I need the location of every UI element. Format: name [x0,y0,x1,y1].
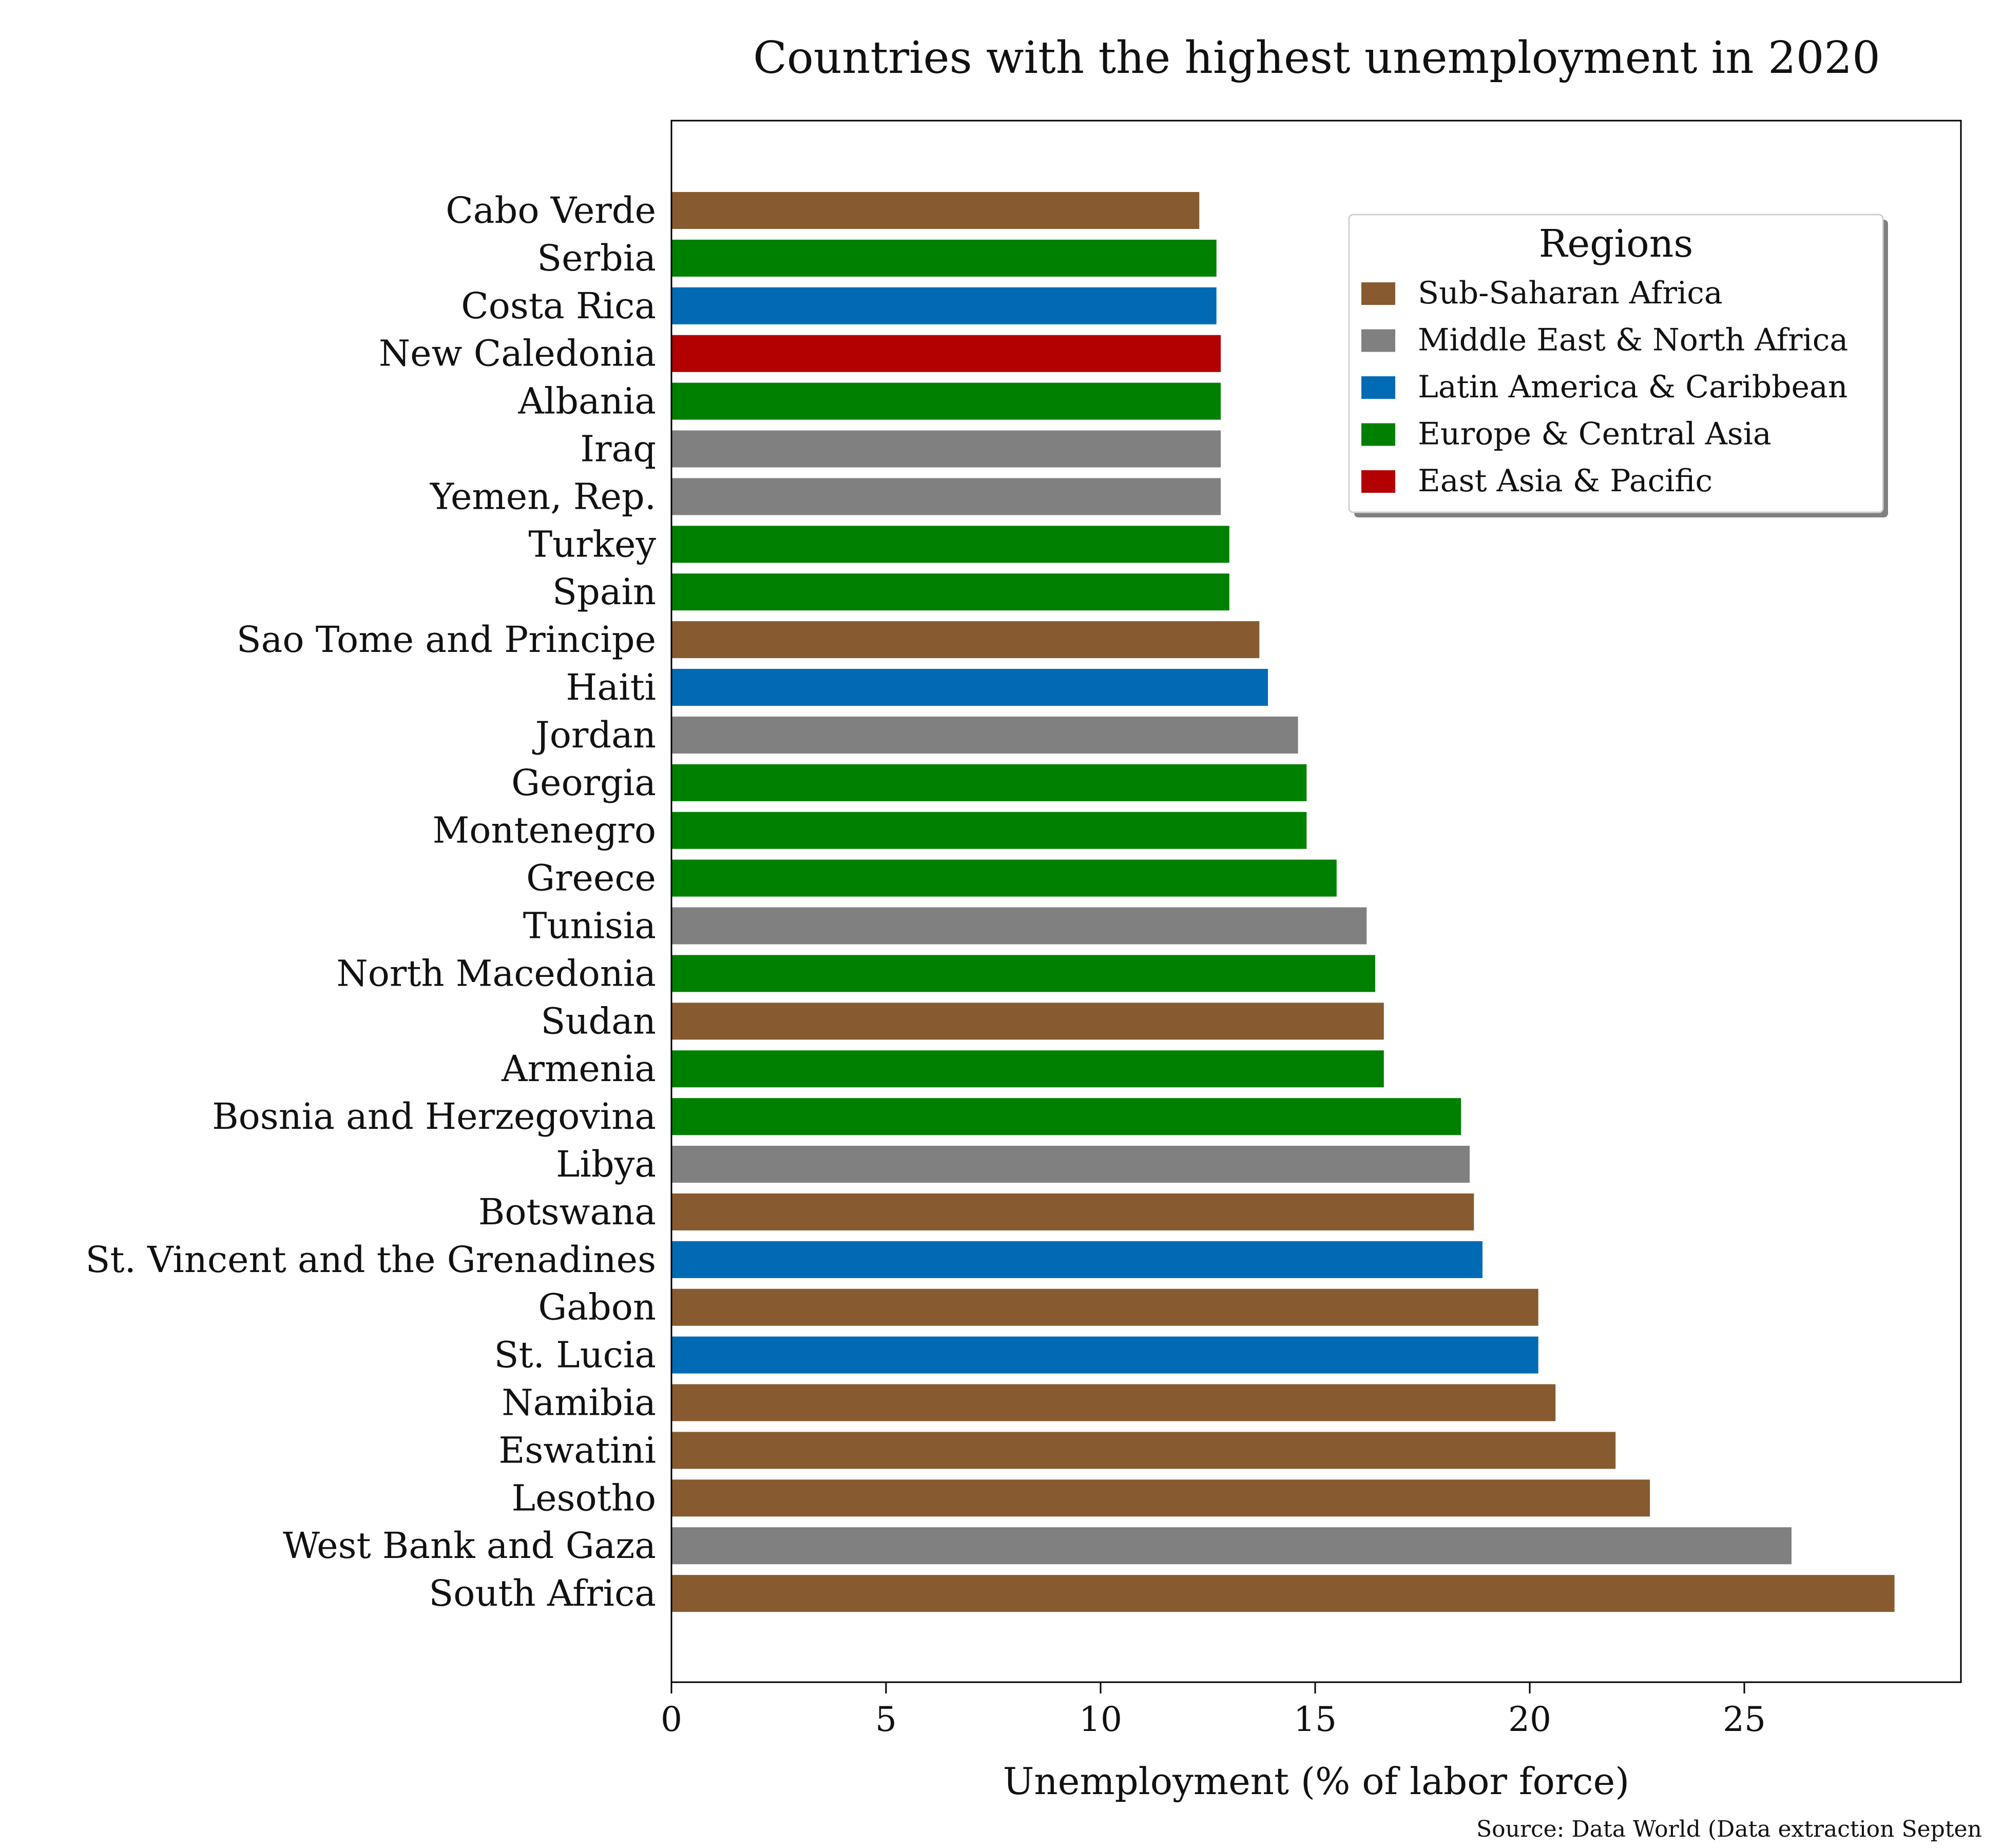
legend-box [1348,214,1884,513]
bar [671,812,1307,849]
legend-label: Sub-Saharan Africa [1418,275,1723,311]
legend: Regions Sub-Saharan Africa Middle East & … [1348,214,1888,517]
country-label: Eswatini [498,1429,656,1471]
bar [671,335,1221,372]
country-label: South Africa [429,1572,656,1614]
bar [671,1241,1483,1278]
bar [671,955,1375,992]
bar [671,1288,1538,1326]
x-tick-label: 0 [661,1700,682,1739]
legend-label: Middle East & North Africa [1418,322,1848,358]
x-tick-label: 20 [1508,1700,1551,1739]
country-label: New Caledonia [379,333,656,375]
country-label: Gabon [538,1286,656,1329]
x-tick-label: 10 [1079,1700,1122,1739]
bar [671,669,1268,706]
bar [671,526,1229,563]
bar [671,1384,1556,1421]
legend-label: Europe & Central Asia [1418,416,1772,452]
bar [671,1050,1384,1088]
bar [671,1432,1616,1469]
x-axis-label: Unemployment (% of labor force) [1003,1760,1630,1803]
country-label: Cabo Verde [446,189,656,232]
legend-swatch [1361,423,1395,446]
country-label: Lesotho [512,1477,656,1519]
bar [671,1479,1650,1517]
bars-group [671,192,1895,1612]
country-label: Jordan [532,714,656,756]
bar [671,239,1217,277]
legend-swatch [1361,376,1395,399]
country-label: North Macedonia [336,952,656,994]
country-label: Albania [517,380,656,422]
bar [671,573,1229,611]
country-label: Spain [552,571,656,613]
bar [671,382,1221,420]
bar [671,621,1260,659]
country-label: Sao Tome and Principe [237,619,656,661]
bar [671,1146,1470,1183]
country-label: Namibia [502,1382,656,1424]
country-label: Bosnia and Herzegovina [212,1095,656,1138]
bar [671,430,1221,468]
country-label: Iraq [580,428,656,470]
country-label: Tunisia [523,905,656,947]
country-label: Yemen, Rep. [430,475,656,517]
country-label: West Bank and Gaza [283,1525,656,1567]
legend-label: Latin America & Caribbean [1418,369,1847,405]
legend-swatch [1361,329,1395,352]
x-axis: 0 5 10 15 20 25 [661,1682,1766,1739]
plot-frame [670,120,1962,1683]
bar [671,764,1307,801]
country-label: Sudan [541,1000,656,1042]
legend-title: Regions [1539,222,1693,266]
country-label: Armenia [501,1048,656,1090]
country-label: Greece [526,857,656,899]
x-tick-label: 25 [1723,1700,1766,1739]
bar [671,192,1200,229]
bar [671,716,1298,754]
legend-label: East Asia & Pacific [1418,463,1712,499]
country-label: St. Vincent and the Grenadines [86,1239,657,1281]
bar [671,907,1367,945]
source-note: Source: Data World (Data extraction Sept… [1476,1816,1982,1842]
bar [671,1575,1895,1612]
country-label: Costa Rica [461,285,656,327]
legend-swatch [1361,470,1395,493]
country-label: Montenegro [433,810,656,852]
bar [671,287,1217,324]
chart-title: Countries with the highest unemployment … [753,32,1880,84]
country-label: Turkey [528,523,656,565]
bar [671,1003,1384,1040]
bar [671,1336,1538,1374]
country-label: Libya [556,1143,656,1185]
country-label: Georgia [511,762,656,804]
bar [671,1193,1474,1230]
country-label: St. Lucia [494,1334,656,1376]
x-tick-label: 15 [1294,1700,1337,1739]
country-label: Serbia [537,237,656,279]
country-label: Haiti [566,666,656,708]
country-labels: Cabo Verde Serbia Costa Rica New Caledonia A… [86,189,657,1614]
bar [671,478,1221,515]
bar [671,1098,1461,1135]
bar [671,859,1337,897]
x-tick-label: 5 [875,1700,897,1739]
legend-items: Sub-Saharan Africa Middle East & North Af… [1361,275,1848,499]
bar [671,1527,1792,1565]
legend-swatch [1361,282,1395,305]
country-label: Botswana [478,1191,656,1233]
